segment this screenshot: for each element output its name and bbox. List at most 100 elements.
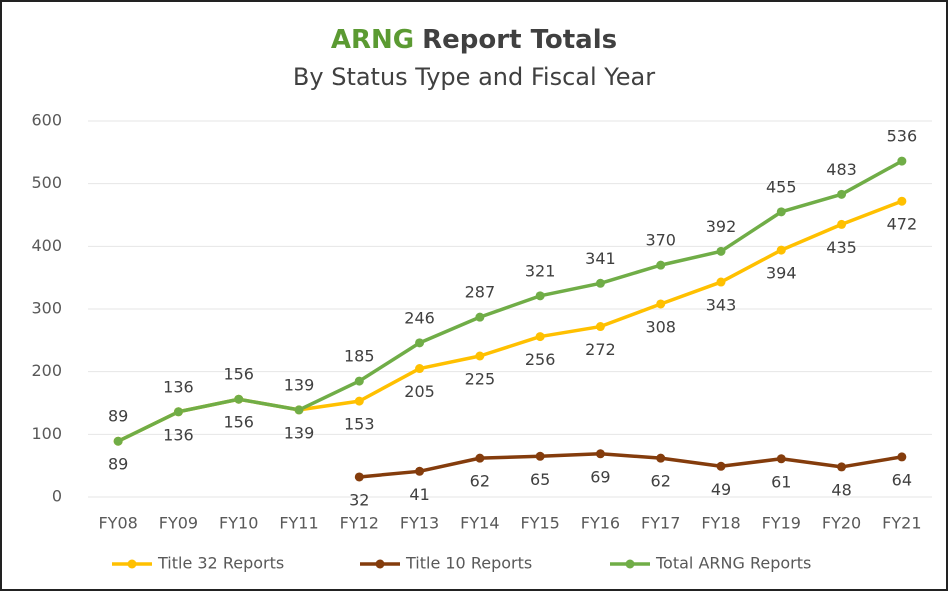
y-tick-label: 100 [31, 424, 62, 443]
data-label: 287 [465, 283, 496, 302]
data-label: 246 [404, 308, 435, 327]
title-part: Report Totals [422, 25, 617, 55]
y-tick-label: 400 [31, 236, 62, 255]
x-tick-label: FY08 [98, 514, 137, 533]
data-point [837, 462, 847, 472]
data-point [837, 189, 847, 199]
data-point [656, 299, 666, 309]
x-tick-label: FY17 [641, 514, 680, 533]
data-label: 321 [525, 261, 556, 280]
series-line [117, 159, 903, 443]
data-point [595, 278, 605, 288]
data-point [897, 196, 907, 206]
x-tick-label: FY18 [701, 514, 740, 533]
data-point [656, 453, 666, 463]
data-point [656, 260, 666, 270]
y-tick-label: 200 [31, 361, 62, 380]
data-label: 272 [585, 340, 616, 359]
data-label: 256 [525, 350, 556, 369]
data-label: 64 [892, 470, 912, 489]
y-tick-label: 0 [52, 487, 62, 506]
data-label: 156 [223, 365, 254, 384]
legend-label: Title 10 Reports [405, 554, 532, 573]
x-tick-label: FY12 [340, 514, 379, 533]
data-point [535, 332, 545, 342]
x-tick-label: FY11 [279, 514, 318, 533]
legend-label: Title 32 Reports [157, 554, 284, 573]
data-label: 435 [826, 238, 857, 257]
y-tick-label: 500 [31, 173, 62, 192]
data-label: 370 [645, 231, 676, 250]
data-label: 153 [344, 415, 375, 434]
series-line [359, 452, 903, 479]
data-point [354, 472, 364, 482]
data-label: 69 [590, 467, 610, 486]
data-label: 49 [711, 480, 731, 499]
data-point [776, 207, 786, 217]
data-point [354, 396, 364, 406]
data-label: 139 [284, 423, 315, 442]
data-point [294, 405, 304, 415]
legend-marker [375, 559, 385, 569]
data-label: 136 [163, 425, 194, 444]
data-label: 48 [831, 480, 851, 499]
legend-marker [625, 559, 635, 569]
data-label: 89 [108, 455, 128, 474]
data-point [475, 351, 485, 361]
data-label: 156 [223, 413, 254, 432]
data-point [595, 449, 605, 459]
data-label: 536 [887, 127, 918, 146]
data-point [354, 376, 364, 386]
data-label: 41 [409, 485, 429, 504]
data-label: 62 [470, 472, 490, 491]
y-tick-label: 300 [31, 299, 62, 318]
data-label: 343 [706, 296, 737, 315]
data-point [113, 436, 123, 446]
data-point [897, 156, 907, 166]
data-point [415, 466, 425, 476]
x-tick-label: FY21 [882, 514, 921, 533]
data-label: 62 [651, 472, 671, 491]
data-point [535, 451, 545, 461]
data-point [716, 246, 726, 256]
data-label: 341 [585, 249, 616, 268]
data-label: 32 [349, 490, 369, 509]
data-point [837, 219, 847, 229]
data-point [535, 291, 545, 301]
data-point [716, 277, 726, 287]
legend-marker [127, 559, 137, 569]
data-label: 136 [163, 377, 194, 396]
data-point [776, 245, 786, 255]
data-label: 455 [766, 177, 797, 196]
data-point [897, 452, 907, 462]
data-label: 139 [284, 375, 315, 394]
data-label: 89 [108, 407, 128, 426]
data-label: 185 [344, 347, 375, 366]
x-tick-label: FY14 [460, 514, 499, 533]
legend-label: Total ARNG Reports [655, 554, 811, 573]
x-tick-label: FY20 [822, 514, 861, 533]
x-tick-label: FY15 [520, 514, 559, 533]
data-point [475, 312, 485, 322]
x-tick-label: FY09 [159, 514, 198, 533]
title-part: ARNG [331, 25, 414, 55]
data-label: 61 [771, 472, 791, 491]
data-point [415, 338, 425, 348]
chart-title: ARNG Report Totals [331, 25, 617, 55]
data-point [173, 407, 183, 417]
data-label: 483 [826, 160, 857, 179]
data-label: 225 [465, 370, 496, 389]
chart-subtitle: By Status Type and Fiscal Year [293, 63, 655, 91]
data-label: 394 [766, 264, 797, 283]
data-label: 392 [706, 217, 737, 236]
x-tick-label: FY13 [400, 514, 439, 533]
data-point [776, 454, 786, 464]
x-tick-label: FY16 [581, 514, 620, 533]
data-label: 308 [645, 317, 676, 336]
data-point [595, 322, 605, 332]
x-tick-label: FY19 [762, 514, 801, 533]
data-label: 65 [530, 470, 550, 489]
data-point [716, 461, 726, 471]
